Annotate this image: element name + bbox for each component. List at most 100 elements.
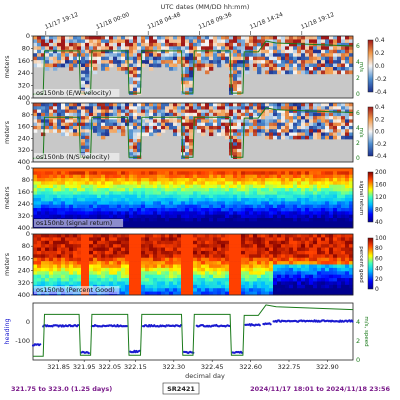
heatmap-cell bbox=[193, 264, 198, 269]
heatmap-cell bbox=[197, 271, 202, 275]
heatmap-cell bbox=[217, 194, 222, 199]
heatmap-cell bbox=[313, 234, 318, 238]
heatmap-cell bbox=[265, 288, 270, 292]
heatmap-cell bbox=[153, 194, 158, 199]
heatmap-cell bbox=[293, 106, 298, 110]
heatmap-cell bbox=[317, 224, 322, 229]
heatmap-cell bbox=[333, 191, 338, 195]
heatmap-cell bbox=[237, 264, 242, 269]
heatmap-cell bbox=[197, 178, 202, 182]
heatmap-cell bbox=[129, 53, 134, 57]
heatmap-cell bbox=[93, 109, 98, 114]
heatmap-cell bbox=[249, 250, 254, 255]
heatmap-cell bbox=[177, 274, 182, 279]
heatmap-cell bbox=[257, 129, 262, 133]
heatmap-cell bbox=[301, 63, 306, 68]
heatmap-cell bbox=[345, 204, 350, 209]
heatmap-cell bbox=[137, 132, 142, 137]
heatmap-cell bbox=[221, 261, 226, 265]
heatmap-cell bbox=[149, 214, 154, 219]
heatmap-cell bbox=[153, 171, 158, 175]
heatmap-cell bbox=[33, 281, 38, 286]
heatmap-cell bbox=[345, 168, 350, 172]
heatmap-cell bbox=[117, 109, 122, 114]
heatmap-cell bbox=[213, 109, 218, 114]
heatmap-cell bbox=[89, 237, 94, 242]
heatmap-cell bbox=[237, 234, 242, 238]
heatmap-cell bbox=[69, 281, 74, 286]
heatmap-cell bbox=[257, 250, 262, 255]
heatmap-cell bbox=[185, 250, 190, 255]
heatmap-cell bbox=[61, 211, 66, 215]
heatmap-cell bbox=[85, 67, 90, 71]
heatmap-cell bbox=[181, 53, 186, 57]
heatmap-cell bbox=[109, 240, 114, 245]
heatmap-cell bbox=[221, 194, 226, 199]
heatmap-cell bbox=[249, 109, 254, 114]
heatmap-cell bbox=[301, 39, 306, 44]
heatmap-cell bbox=[185, 211, 190, 215]
heatmap-cell bbox=[197, 53, 202, 57]
heatmap-cell bbox=[209, 237, 214, 242]
heatmap-cell bbox=[189, 132, 194, 137]
heatmap-cell bbox=[181, 278, 186, 282]
heatmap-cell bbox=[233, 244, 238, 248]
heatmap-cell bbox=[177, 46, 182, 51]
heatmap-cell bbox=[317, 288, 322, 292]
heatmap-cell bbox=[269, 254, 274, 259]
heatmap-cell bbox=[245, 237, 250, 242]
heatmap-cell bbox=[337, 36, 342, 40]
heatmap-cell bbox=[285, 214, 290, 219]
heatmap-cell bbox=[329, 244, 334, 248]
heatmap-cell bbox=[221, 254, 226, 259]
heatmap-cell bbox=[109, 63, 114, 68]
heatmap-cell bbox=[345, 49, 350, 54]
heatmap-cell bbox=[297, 237, 302, 242]
heatmap-cell bbox=[281, 56, 286, 61]
heatmap-cell bbox=[193, 181, 198, 185]
heatmap-cell bbox=[173, 278, 178, 282]
heatmap-cell bbox=[317, 201, 322, 205]
heatmap-cell bbox=[241, 174, 246, 179]
heatmap-cell bbox=[293, 116, 298, 120]
heatmap-cell bbox=[57, 168, 62, 172]
heatmap-cell bbox=[61, 237, 66, 242]
heatmap-cell bbox=[341, 250, 346, 255]
y-tick-label: 240 bbox=[18, 267, 30, 275]
heatmap-cell bbox=[165, 267, 170, 272]
heatmap-cell bbox=[37, 201, 42, 205]
heatmap-cell bbox=[177, 284, 182, 289]
heatmap-cell bbox=[153, 112, 158, 117]
heatmap-cell bbox=[229, 122, 234, 127]
heatmap-cell bbox=[249, 244, 254, 248]
heatmap-cell bbox=[277, 46, 282, 51]
heatmap-cell bbox=[257, 224, 262, 229]
heatmap-cell bbox=[221, 204, 226, 209]
heatmap-cell bbox=[269, 53, 274, 57]
heatmap-cell bbox=[73, 214, 78, 219]
heatmap-cell bbox=[289, 129, 294, 133]
heatmap-cell bbox=[193, 122, 198, 127]
heatmap-cell bbox=[101, 188, 106, 192]
heatmap-cell bbox=[281, 174, 286, 179]
heatmap-cell bbox=[169, 116, 174, 120]
heatmap-cell bbox=[193, 191, 198, 195]
heatmap-cell bbox=[301, 198, 306, 202]
heatmap-cell bbox=[285, 237, 290, 242]
colorbar-tick-label: 0.0 bbox=[375, 129, 385, 136]
heatmap-cell bbox=[61, 250, 66, 255]
heatmap-cell bbox=[161, 271, 166, 275]
heatmap-cell bbox=[69, 60, 74, 64]
heatmap-cell bbox=[73, 168, 78, 172]
heatmap-cell bbox=[157, 184, 162, 189]
heatmap-cell bbox=[89, 271, 94, 275]
heatmap-cell bbox=[229, 119, 234, 123]
heatmap-cell bbox=[37, 171, 42, 175]
heatmap-cell bbox=[105, 188, 110, 192]
heatmap-cell bbox=[313, 267, 318, 272]
heatmap-cell bbox=[89, 274, 94, 279]
heatmap-cell bbox=[241, 284, 246, 289]
heatmap-cell bbox=[305, 184, 310, 189]
heatmap-cell bbox=[109, 244, 114, 248]
heatmap-cell bbox=[317, 214, 322, 219]
